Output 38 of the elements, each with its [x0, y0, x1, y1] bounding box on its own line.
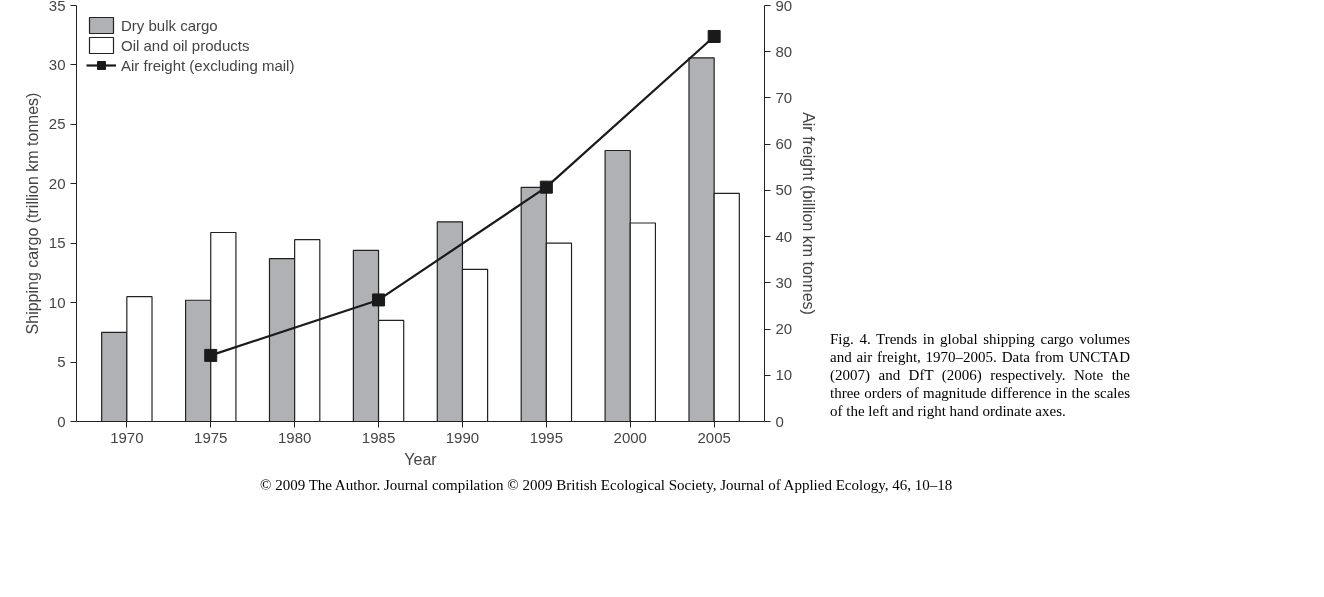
y-tick-label: 35 [48, 0, 66, 14]
y2-tick-label: 80 [775, 42, 793, 60]
y-tick-label: 0 [57, 412, 66, 430]
y2-tick-label: 0 [775, 412, 784, 430]
y2-tick-label: 40 [775, 227, 793, 245]
y2-tick-label: 50 [775, 181, 793, 199]
caption: Fig. 4. Trends in global shipping cargo volumes and air freight, 1970–2005. Data from UNCTAD (2007) and DfT (2006) respectively. Note the three orders of magnitude difference in the scales of the left and right hand ordinate axes. [830, 330, 1130, 420]
point [372, 293, 386, 307]
y-axis-title: Shipping cargo (trillion km tonnes) [23, 92, 41, 335]
y-tick-label: 20 [48, 174, 66, 192]
x-tick-label: 1970 [110, 428, 144, 446]
legend-label: Air freight (excluding mail) [121, 56, 295, 74]
y2-axis-title: Air freight (billion km tonnes) [800, 112, 818, 315]
x-axis-title: Year [404, 450, 438, 468]
x-tick-label: 2000 [613, 428, 647, 446]
y-tick-label: 5 [57, 353, 66, 371]
y-tick-label: 30 [48, 55, 66, 73]
y2-tick-label: 60 [775, 135, 793, 153]
x-tick-label: 1990 [445, 428, 480, 446]
legend-label: Dry bulk cargo [121, 16, 218, 34]
y2-tick-label: 90 [775, 0, 793, 14]
y2-tick-label: 10 [775, 366, 793, 384]
y2-tick-label: 30 [775, 273, 793, 291]
text: © 2009 The Author. Journal compilation © 2009 British Ecological Society, Journal of Applied Ecology, 46, 10–18 [260, 476, 953, 495]
point [707, 29, 721, 43]
x-tick-label: 1995 [529, 428, 564, 446]
x-tick-label: 1985 [361, 428, 396, 446]
point [539, 180, 553, 194]
y-tick-label: 15 [48, 234, 66, 252]
x-tick-label: 1980 [277, 428, 312, 446]
y2-tick-label: 70 [775, 88, 793, 106]
point [204, 348, 218, 362]
y2-tick-label: 20 [775, 320, 793, 338]
y-tick-label: 25 [48, 115, 66, 133]
x-tick-label: 2005 [697, 428, 731, 446]
legend-label: Oil and oil products [121, 36, 250, 54]
y-tick-label: 10 [48, 293, 66, 311]
x-tick-label: 1975 [194, 428, 228, 446]
